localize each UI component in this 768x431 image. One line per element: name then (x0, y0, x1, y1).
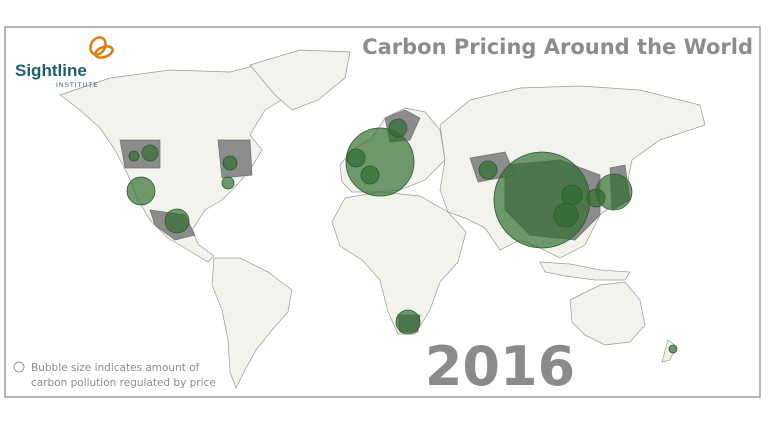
logo: Sightline INSTITUTE (15, 36, 114, 89)
bubble (553, 202, 579, 228)
legend-text: carbon pollution regulated by price (31, 377, 216, 389)
bubble (221, 176, 235, 190)
bubble (388, 118, 408, 138)
year: 2016 (425, 335, 575, 398)
bubble (561, 184, 583, 206)
bubble (126, 176, 156, 206)
australia (569, 281, 646, 346)
bubble (222, 155, 238, 171)
bubble (668, 344, 678, 354)
legend-text: Bubble size indicates amount of (31, 362, 200, 374)
greenland (249, 49, 351, 111)
bubble (346, 148, 366, 168)
logo-subtitle: INSTITUTE (56, 82, 99, 89)
bubble (141, 144, 159, 162)
bubble (586, 188, 606, 208)
title: Carbon Pricing Around the World (362, 35, 753, 59)
indonesia (539, 261, 631, 281)
world-map (59, 49, 706, 389)
legend-circle (13, 361, 25, 373)
bubble (164, 208, 190, 234)
logo-name: Sightline (15, 61, 87, 80)
bubble (360, 165, 380, 185)
bubble (128, 150, 140, 162)
logo-mark (94, 45, 114, 59)
south-america (211, 257, 293, 389)
africa (331, 191, 467, 335)
bubble (478, 160, 498, 180)
legend: Bubble size indicates amount of carbon p… (13, 361, 216, 389)
bubble (395, 309, 421, 335)
logo-mark (89, 36, 107, 56)
